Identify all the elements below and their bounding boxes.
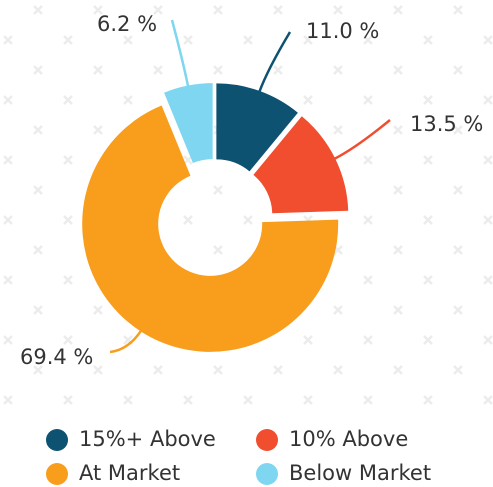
leader-line — [332, 119, 391, 161]
value-label: 69.4 % — [20, 345, 93, 369]
slice — [164, 83, 213, 164]
legend-label: 15%+ Above — [79, 427, 216, 451]
slice — [82, 105, 339, 352]
leader-line — [170, 19, 190, 88]
legend-marker — [46, 463, 68, 485]
legend-label: Below Market — [289, 461, 431, 485]
background-pattern — [0, 0, 493, 420]
leader-line — [257, 31, 292, 94]
value-label: 11.0 % — [306, 19, 379, 43]
value-label: 13.5 % — [410, 112, 483, 136]
value-label: 6.2 % — [97, 12, 157, 36]
slice — [253, 116, 349, 214]
slice — [216, 83, 298, 172]
legend-label: At Market — [79, 461, 180, 485]
leader-line — [109, 328, 143, 354]
legend-label: 10% Above — [289, 427, 408, 451]
legend-marker — [256, 429, 278, 451]
legend-marker — [256, 463, 278, 485]
legend-marker — [46, 429, 68, 451]
